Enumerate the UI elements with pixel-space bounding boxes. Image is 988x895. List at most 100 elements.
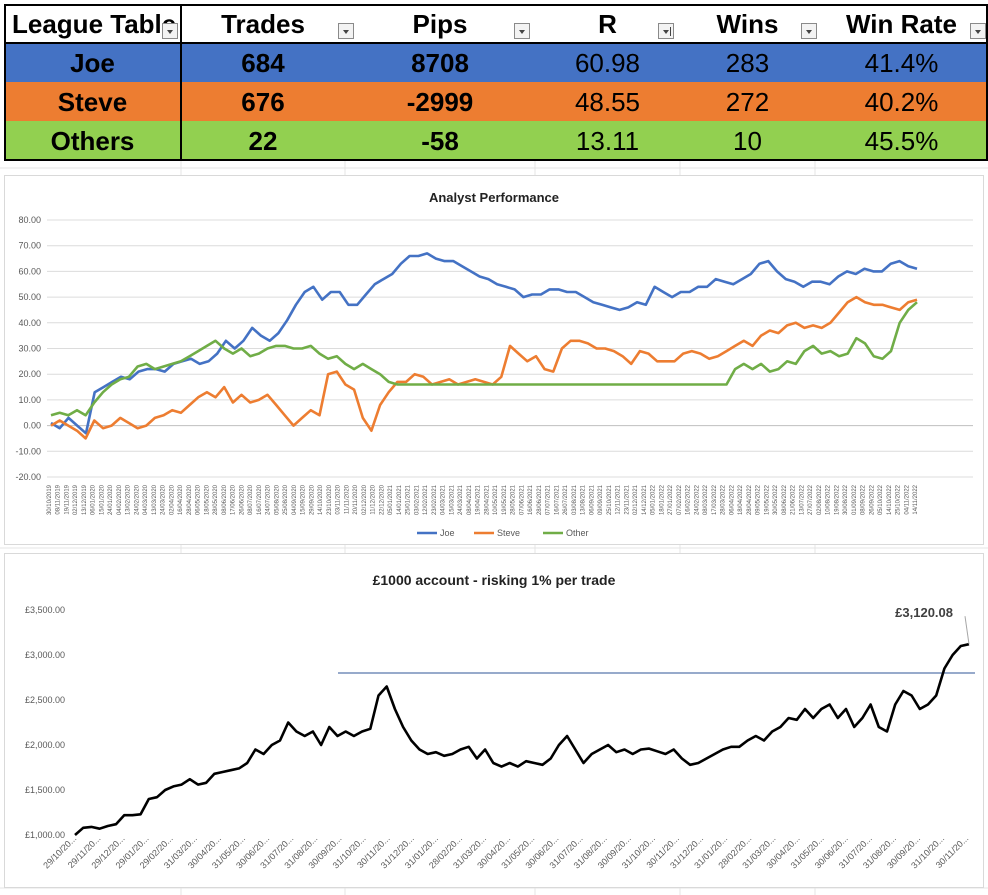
league-table: League Table Trades Pips R Wins Win Rate… bbox=[4, 4, 988, 161]
series-line-steve bbox=[50, 295, 918, 440]
x-tick-label: 15/03/2021 bbox=[449, 484, 455, 515]
y-tick-label: £2,000.00 bbox=[25, 740, 65, 750]
x-tick-label: 04/02/2020 bbox=[117, 484, 123, 515]
header-wins: Wins bbox=[716, 9, 779, 39]
trades-value: 676 bbox=[241, 87, 285, 117]
chart-title: Analyst Performance bbox=[428, 190, 560, 205]
x-tick-label: 08/09/2022 bbox=[861, 484, 867, 515]
x-tick-label: 28/05/2020 bbox=[213, 484, 219, 515]
chart-title: £1000 account - risking 1% per trade bbox=[372, 572, 616, 588]
y-tick-label: 20.00 bbox=[18, 369, 41, 379]
analyst-performance-chart[interactable]: Analyst Performance 80.00 70.00 60.00 50.00… bbox=[4, 175, 984, 545]
x-tick-label: 26/06/2020 bbox=[239, 484, 245, 515]
x-tick-label: 16/06/2021 bbox=[528, 484, 534, 515]
y-tick-label: £1,500.00 bbox=[25, 785, 65, 795]
x-tick-label: 13/08/2021 bbox=[581, 484, 587, 515]
filter-dropdown-icon[interactable] bbox=[338, 23, 354, 39]
x-tick-label: 27/07/2022 bbox=[808, 484, 814, 515]
x-tick-label: 08/04/2021 bbox=[467, 484, 473, 515]
x-tick-label: 13/12/2019 bbox=[82, 484, 88, 515]
series-line-joe bbox=[50, 252, 918, 435]
y-tick-label: 80.00 bbox=[18, 215, 41, 225]
x-tick-label: 05/08/2020 bbox=[274, 484, 280, 515]
x-tick-label: 25/01/2021 bbox=[406, 484, 412, 515]
x-tick-label: 09/05/2022 bbox=[756, 484, 762, 515]
header-trades: Trades bbox=[221, 9, 305, 39]
x-tick-label: 13/07/2022 bbox=[799, 484, 805, 515]
x-tick-label: 03/08/2021 bbox=[572, 484, 578, 515]
x-tick-label: 19/05/2022 bbox=[764, 484, 770, 515]
x-tick-label: 11/12/2020 bbox=[371, 484, 377, 514]
table-row: Others 22 -58 13.11 10 45.5% bbox=[4, 121, 988, 160]
annotation-leader bbox=[964, 616, 970, 645]
x-tick-label: 19/11/2019 bbox=[64, 484, 70, 514]
x-tick-label: 07/07/2021 bbox=[546, 484, 552, 515]
x-tick-label: 22/12/2020 bbox=[379, 484, 385, 515]
x-tick-label: 14/11/2022 bbox=[913, 484, 919, 514]
x-tick-label: 28/04/2020 bbox=[187, 484, 193, 515]
x-tick-label: 28/04/2021 bbox=[484, 484, 490, 515]
x-tick-label: 17/06/2020 bbox=[231, 484, 237, 515]
x-tick-label: 10/08/2022 bbox=[826, 484, 832, 515]
table-borders bbox=[4, 4, 988, 161]
x-tick-label: 30/10/2019 bbox=[47, 484, 53, 515]
series-line-account bbox=[74, 642, 970, 836]
legend-label: Joe bbox=[440, 528, 455, 538]
x-tick-label: 24/07/2020 bbox=[266, 484, 272, 515]
sort-descending-icon[interactable] bbox=[658, 23, 674, 39]
x-tick-label: 28/05/2021 bbox=[511, 484, 517, 515]
x-tick-label: 06/09/2021 bbox=[589, 484, 595, 515]
filter-dropdown-icon[interactable] bbox=[970, 23, 986, 39]
win-rate-value: 45.5% bbox=[864, 126, 939, 156]
x-tick-label: 10/05/2021 bbox=[493, 484, 499, 515]
x-tick-label: 12/02/2021 bbox=[423, 484, 429, 515]
x-tick-label: 07/02/2022 bbox=[677, 484, 683, 515]
x-tick-label: 09/09/2021 bbox=[598, 484, 604, 515]
pips-value: -2999 bbox=[406, 87, 474, 117]
x-tick-label: 16/04/2020 bbox=[178, 484, 184, 515]
account-balance-chart[interactable]: £1000 account - risking 1% per trade £3,… bbox=[4, 553, 984, 888]
x-tick-label: 01/09/2022 bbox=[852, 484, 858, 515]
trades-value: 684 bbox=[241, 48, 285, 78]
x-tick-label: 19/08/2022 bbox=[834, 484, 840, 515]
x-tick-label: 02/04/2020 bbox=[169, 484, 175, 515]
y-tick-label: 70.00 bbox=[18, 241, 41, 251]
x-tick-label: 26/07/2021 bbox=[563, 484, 569, 515]
x-tick-label: 14/01/2021 bbox=[397, 484, 403, 515]
x-tick-label: 23/02/2021 bbox=[432, 484, 438, 515]
x-tick-label: 18/04/2022 bbox=[738, 484, 744, 515]
wins-value: 10 bbox=[733, 126, 762, 156]
pips-value: 8708 bbox=[411, 48, 469, 78]
filter-dropdown-icon[interactable] bbox=[162, 23, 178, 39]
x-tick-label: 24/01/2020 bbox=[108, 484, 114, 515]
x-tick-label: 11/11/2020 bbox=[344, 484, 350, 514]
x-tick-label: 19/04/2021 bbox=[476, 484, 482, 515]
x-tick-label: 25/08/2020 bbox=[283, 484, 289, 515]
x-tick-label: 19/05/2021 bbox=[502, 484, 508, 515]
x-tick-label: 26/09/2022 bbox=[869, 484, 875, 515]
x-tick-label: 14/10/2022 bbox=[887, 484, 893, 515]
x-tick-label: 06/01/2020 bbox=[91, 484, 97, 515]
wins-value: 283 bbox=[725, 48, 770, 78]
r-value: 60.98 bbox=[574, 48, 641, 78]
x-tick-label: 02/08/2022 bbox=[817, 484, 823, 515]
filter-dropdown-icon[interactable] bbox=[514, 23, 530, 39]
filter-dropdown-icon[interactable] bbox=[801, 23, 817, 39]
x-tick-label: 28/03/2022 bbox=[721, 484, 727, 515]
x-tick-label: 17/03/2022 bbox=[712, 484, 718, 515]
x-tick-label: 24/03/2021 bbox=[458, 484, 464, 515]
y-tick-label: £3,500.00 bbox=[25, 605, 65, 615]
x-tick-label: 29/09/2020 bbox=[309, 484, 315, 515]
x-tick-label: 30/05/2022 bbox=[773, 484, 779, 515]
x-tick-label: 08/03/2022 bbox=[703, 484, 709, 515]
x-tick-label: 08/06/2022 bbox=[782, 484, 788, 515]
win-rate-value: 41.4% bbox=[864, 48, 939, 78]
x-tick-label: 04/09/2020 bbox=[292, 484, 298, 515]
x-tick-label: 04/03/2021 bbox=[441, 484, 447, 515]
y-tick-label: -20.00 bbox=[15, 472, 41, 482]
x-tick-label: 04/11/2022 bbox=[904, 484, 910, 514]
win-rate-value: 40.2% bbox=[864, 87, 939, 117]
header-league-table: League Table bbox=[12, 9, 177, 39]
trades-value: 22 bbox=[248, 126, 278, 156]
x-tick-label: 08/07/2020 bbox=[248, 484, 254, 515]
